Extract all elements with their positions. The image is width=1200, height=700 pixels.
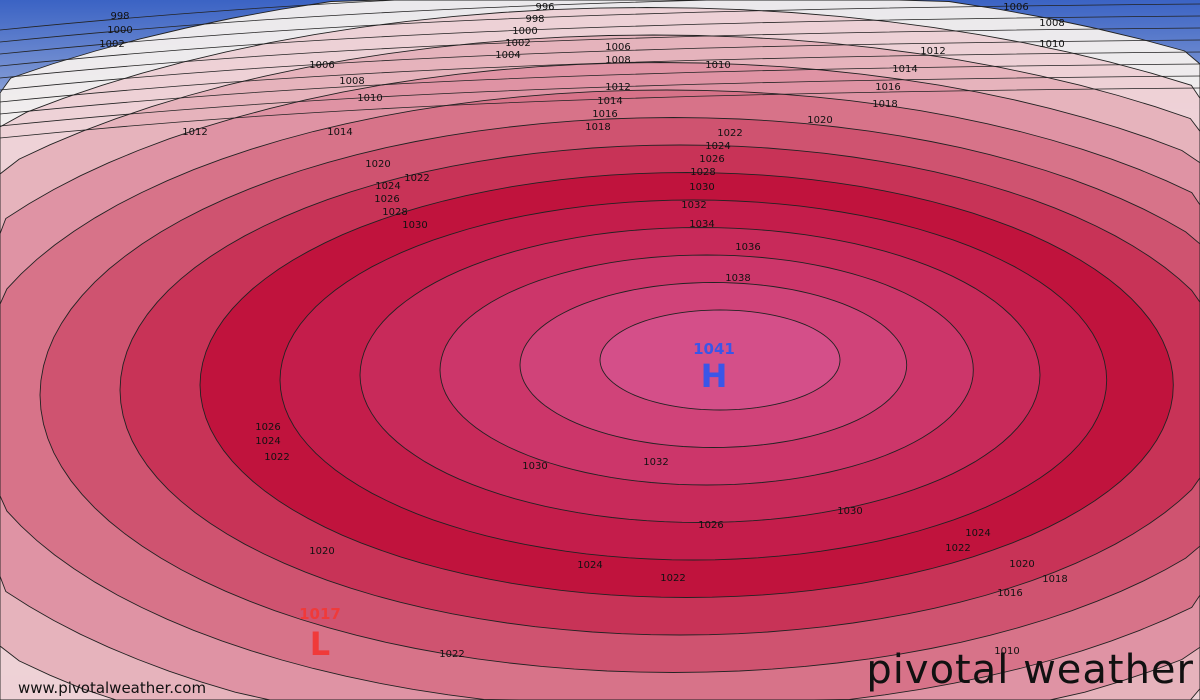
isobar-998 bbox=[0, 0, 723, 43]
contour-labels: 9981000100299699810001002100410061008101… bbox=[99, 2, 1067, 660]
contour-label: 1010 bbox=[705, 60, 730, 71]
contour-label: 1026 bbox=[699, 154, 724, 165]
isobar-1040 bbox=[599, 309, 841, 411]
low-pressure-bands bbox=[0, 0, 1200, 139]
isobar-1014 bbox=[0, 87, 1200, 139]
contour-label: 1018 bbox=[872, 99, 897, 110]
contour-label: 1026 bbox=[255, 422, 280, 433]
high-value: 1041 bbox=[693, 340, 735, 358]
contour-label: 1024 bbox=[705, 141, 730, 152]
contour-label: 1006 bbox=[1003, 2, 1028, 13]
contour-label: 1014 bbox=[597, 96, 622, 107]
contour-label: 1026 bbox=[698, 520, 723, 531]
contour-label: 1020 bbox=[1009, 559, 1034, 570]
contour-label: 1024 bbox=[255, 436, 280, 447]
isobar-1006 bbox=[0, 39, 1200, 91]
contour-label: 1004 bbox=[495, 50, 520, 61]
contour-label: 1024 bbox=[375, 181, 400, 192]
isobar-1000 bbox=[0, 3, 1200, 55]
contour-label: 1000 bbox=[512, 26, 537, 37]
contour-label: 1028 bbox=[382, 207, 407, 218]
contour-label: 1022 bbox=[717, 128, 742, 139]
low-marker: L bbox=[310, 625, 330, 663]
contour-label: 1022 bbox=[945, 543, 970, 554]
contour-label: 1036 bbox=[735, 242, 760, 253]
contour-label: 1008 bbox=[1039, 18, 1064, 29]
contour-label: 998 bbox=[110, 11, 129, 22]
contour-label: 1022 bbox=[264, 452, 289, 463]
contour-label: 1020 bbox=[365, 159, 390, 170]
contour-label: 1006 bbox=[605, 42, 630, 53]
isobar-996 bbox=[0, 0, 404, 31]
contour-label: 1012 bbox=[605, 82, 630, 93]
contour-label: 1000 bbox=[107, 25, 132, 36]
contour-label: 1008 bbox=[605, 55, 630, 66]
isobar-1012 bbox=[0, 75, 1200, 127]
contour-label: 1032 bbox=[681, 200, 706, 211]
contour-label: 1010 bbox=[1039, 39, 1064, 50]
isobar-1008 bbox=[0, 51, 1200, 103]
contour-label: 1028 bbox=[690, 167, 715, 178]
contour-label: 1012 bbox=[920, 46, 945, 57]
contour-label: 1014 bbox=[892, 64, 917, 75]
contour-label: 1006 bbox=[309, 60, 334, 71]
contour-label: 1008 bbox=[339, 76, 364, 87]
website-url: www.pivotalweather.com bbox=[18, 679, 207, 697]
contour-label: 1016 bbox=[592, 109, 617, 120]
isobar-1002 bbox=[0, 15, 1200, 67]
contour-label: 1030 bbox=[402, 220, 427, 231]
contour-label: 1012 bbox=[182, 127, 207, 138]
contour-label: 1030 bbox=[837, 506, 862, 517]
low-value: 1017 bbox=[299, 605, 341, 623]
contour-label: 1010 bbox=[994, 646, 1019, 657]
contour-label: 1016 bbox=[875, 82, 900, 93]
isobar-1004 bbox=[0, 27, 1200, 79]
contour-label: 1024 bbox=[577, 560, 602, 571]
low-pressure-center: 1017 L bbox=[299, 605, 341, 663]
contour-label: 1034 bbox=[689, 219, 714, 230]
contour-label: 1002 bbox=[505, 38, 530, 49]
contour-label: 1024 bbox=[965, 528, 990, 539]
contour-label: 1002 bbox=[99, 39, 124, 50]
contour-label: 1032 bbox=[643, 457, 668, 468]
contour-label: 1018 bbox=[1042, 574, 1067, 585]
contour-label: 1010 bbox=[357, 93, 382, 104]
contour-label: 1018 bbox=[585, 122, 610, 133]
contour-label: 998 bbox=[525, 14, 544, 25]
contour-label: 1020 bbox=[309, 546, 334, 557]
contour-label: 1038 bbox=[725, 273, 750, 284]
contour-label: 1030 bbox=[689, 182, 714, 193]
contour-label: 1022 bbox=[439, 649, 464, 660]
isobar-1010 bbox=[0, 63, 1200, 115]
contour-label: 1016 bbox=[997, 588, 1022, 599]
contour-label: 1022 bbox=[660, 573, 685, 584]
contour-label: 1020 bbox=[807, 115, 832, 126]
brand-logo: pivotal weather bbox=[866, 647, 1194, 693]
high-pressure-center: 1041 H bbox=[693, 340, 735, 395]
contour-label: 1026 bbox=[374, 194, 399, 205]
contour-label: 1030 bbox=[522, 461, 547, 472]
contour-label: 1022 bbox=[404, 173, 429, 184]
contour-label: 996 bbox=[535, 2, 554, 13]
high-marker: H bbox=[701, 357, 728, 395]
contour-label: 1014 bbox=[327, 127, 352, 138]
